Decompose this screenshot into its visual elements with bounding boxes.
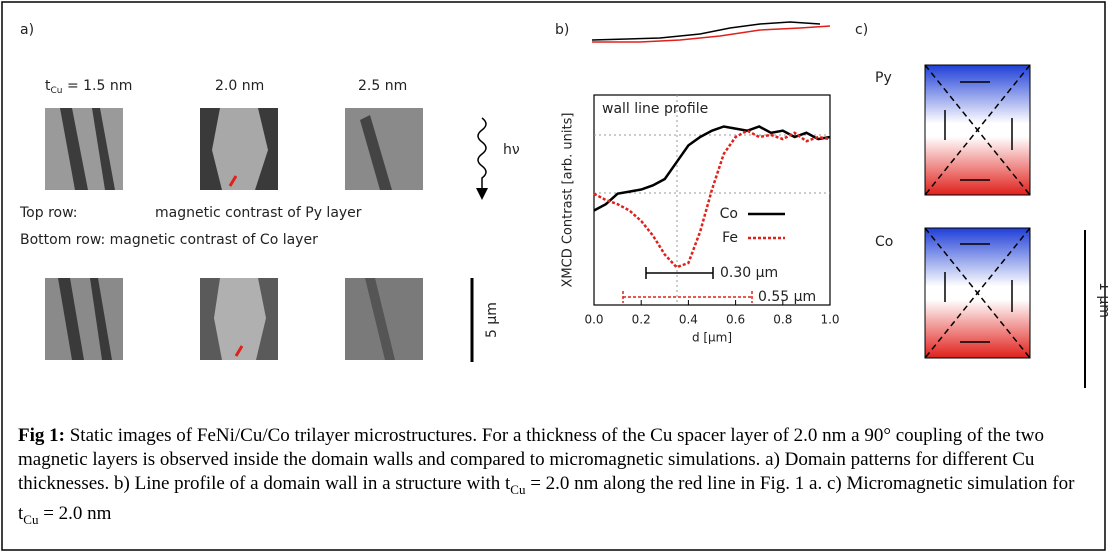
caption-text: = 2.0 nm xyxy=(38,502,112,524)
width-label: 0.55 µm xyxy=(758,289,816,305)
y-axis-label: XMCD Contrast [arb. units] xyxy=(561,113,576,288)
annotation: wall line profile xyxy=(602,101,708,117)
caption-text: = 2.0 nm along the red line in Fig. 1 a.… xyxy=(18,473,1075,524)
row-description: magnetic contrast of Py layer xyxy=(155,205,362,221)
plot-frame xyxy=(593,94,831,306)
photon-arrow xyxy=(477,117,487,188)
photon-label: hν xyxy=(503,142,520,158)
thickness-label: 2.5 nm xyxy=(358,78,407,94)
panel-label: c) xyxy=(855,22,868,38)
legend-label: Co xyxy=(720,206,738,222)
thickness-label: 2.0 nm xyxy=(215,78,264,94)
row-label: Top row: xyxy=(19,205,78,221)
arrow-head xyxy=(476,188,488,200)
x-tick-label: 0.6 xyxy=(726,313,745,327)
panel-label: a) xyxy=(20,22,34,38)
simulation xyxy=(924,64,1031,359)
thickness-label: tCu = 1.5 nm xyxy=(45,78,132,96)
data-line xyxy=(593,129,831,269)
caption-label: Fig 1: xyxy=(18,425,65,446)
x-tick-label: 0.8 xyxy=(773,313,792,327)
legend-label: Fe xyxy=(722,230,738,246)
width-label: 0.30 µm xyxy=(720,265,778,281)
scale-label: 5 µm xyxy=(484,302,500,338)
panel-label: b) xyxy=(555,22,569,38)
caption-sub: Cu xyxy=(23,511,39,527)
caption-text: Static images of FeNi/Cu/Co trilayer mic… xyxy=(18,425,1044,494)
x-tick-label: 0.0 xyxy=(584,313,603,327)
caption-sub: Cu xyxy=(510,481,526,497)
data-line xyxy=(593,125,831,212)
x-tick-label: 0.4 xyxy=(679,313,698,327)
spin-arrows xyxy=(591,21,831,43)
row-label: Bottom row: magnetic contrast of Co laye… xyxy=(20,232,318,248)
x-tick-label: 1.0 xyxy=(820,313,839,327)
layer-label: Co xyxy=(875,234,893,250)
width-bar xyxy=(645,267,714,279)
layer-label: Py xyxy=(875,70,892,86)
x-axis-label: d [µm] xyxy=(692,331,732,345)
width-bar xyxy=(622,291,753,303)
x-tick-label: 0.2 xyxy=(632,313,651,327)
caption: Fig 1: Static images of FeNi/Cu/Co trila… xyxy=(18,424,1088,532)
scale-label: 1 µm xyxy=(1096,282,1108,318)
domain-images xyxy=(45,108,423,360)
